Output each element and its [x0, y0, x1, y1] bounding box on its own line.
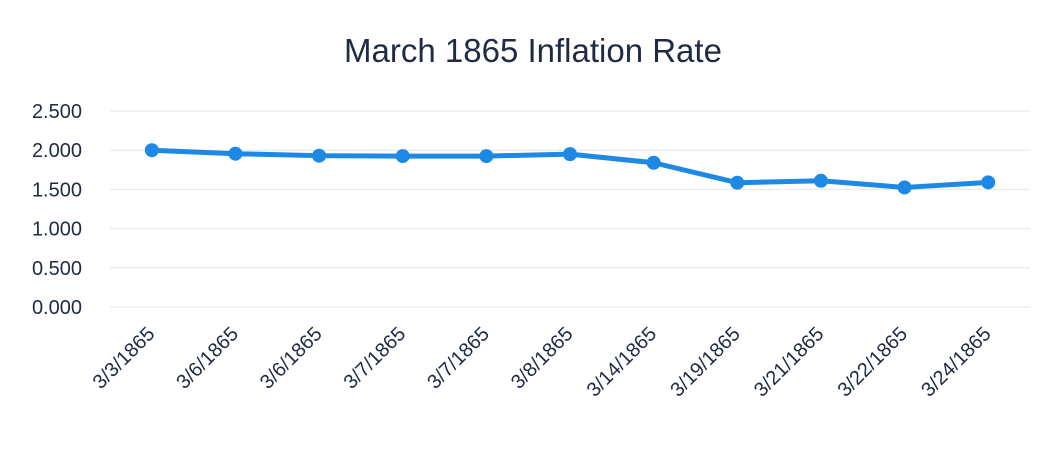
- chart-title: March 1865 Inflation Rate: [344, 32, 722, 69]
- data-point: [395, 149, 410, 164]
- data-point: [813, 173, 828, 188]
- data-point: [228, 146, 243, 161]
- x-tick-label: 3/14/1865: [583, 323, 661, 401]
- x-tick-label: 3/6/1865: [172, 323, 243, 394]
- x-tick-label: 3/19/1865: [666, 323, 744, 401]
- y-tick-label: 1.000: [32, 219, 82, 241]
- x-tick-label: 3/7/1865: [340, 323, 411, 394]
- x-tick-label: 3/22/1865: [834, 323, 912, 401]
- data-point: [144, 143, 159, 158]
- y-tick-label: 0.500: [32, 258, 82, 280]
- x-tick-label: 3/24/1865: [917, 323, 995, 401]
- data-point: [897, 180, 912, 195]
- series-layer: [144, 143, 996, 195]
- data-point: [563, 147, 577, 162]
- y-axis-ticks: 0.000 0.500 1.000 1.500 2.000 2.500: [32, 101, 82, 319]
- y-tick-label: 1.500: [32, 179, 82, 201]
- x-tick-label: 3/8/1865: [507, 323, 578, 394]
- x-axis-ticks: 3/3/1865 3/6/1865 3/6/1865 3/7/1865 3/7/1865…: [89, 323, 996, 401]
- x-tick-label: 3/6/1865: [256, 323, 327, 394]
- x-tick-label: 3/3/1865: [89, 323, 160, 394]
- data-point: [730, 175, 745, 190]
- data-point: [479, 149, 494, 164]
- x-tick-label: 3/21/1865: [750, 323, 828, 401]
- x-tick-label: 3/7/1865: [423, 323, 494, 394]
- data-point: [981, 175, 996, 190]
- y-tick-label: 2.500: [32, 101, 82, 123]
- y-tick-label: 2.000: [32, 140, 82, 162]
- y-tick-label: 0.000: [32, 297, 82, 319]
- data-point: [312, 148, 327, 163]
- grid-lines: [110, 110, 1030, 308]
- data-point: [646, 155, 661, 170]
